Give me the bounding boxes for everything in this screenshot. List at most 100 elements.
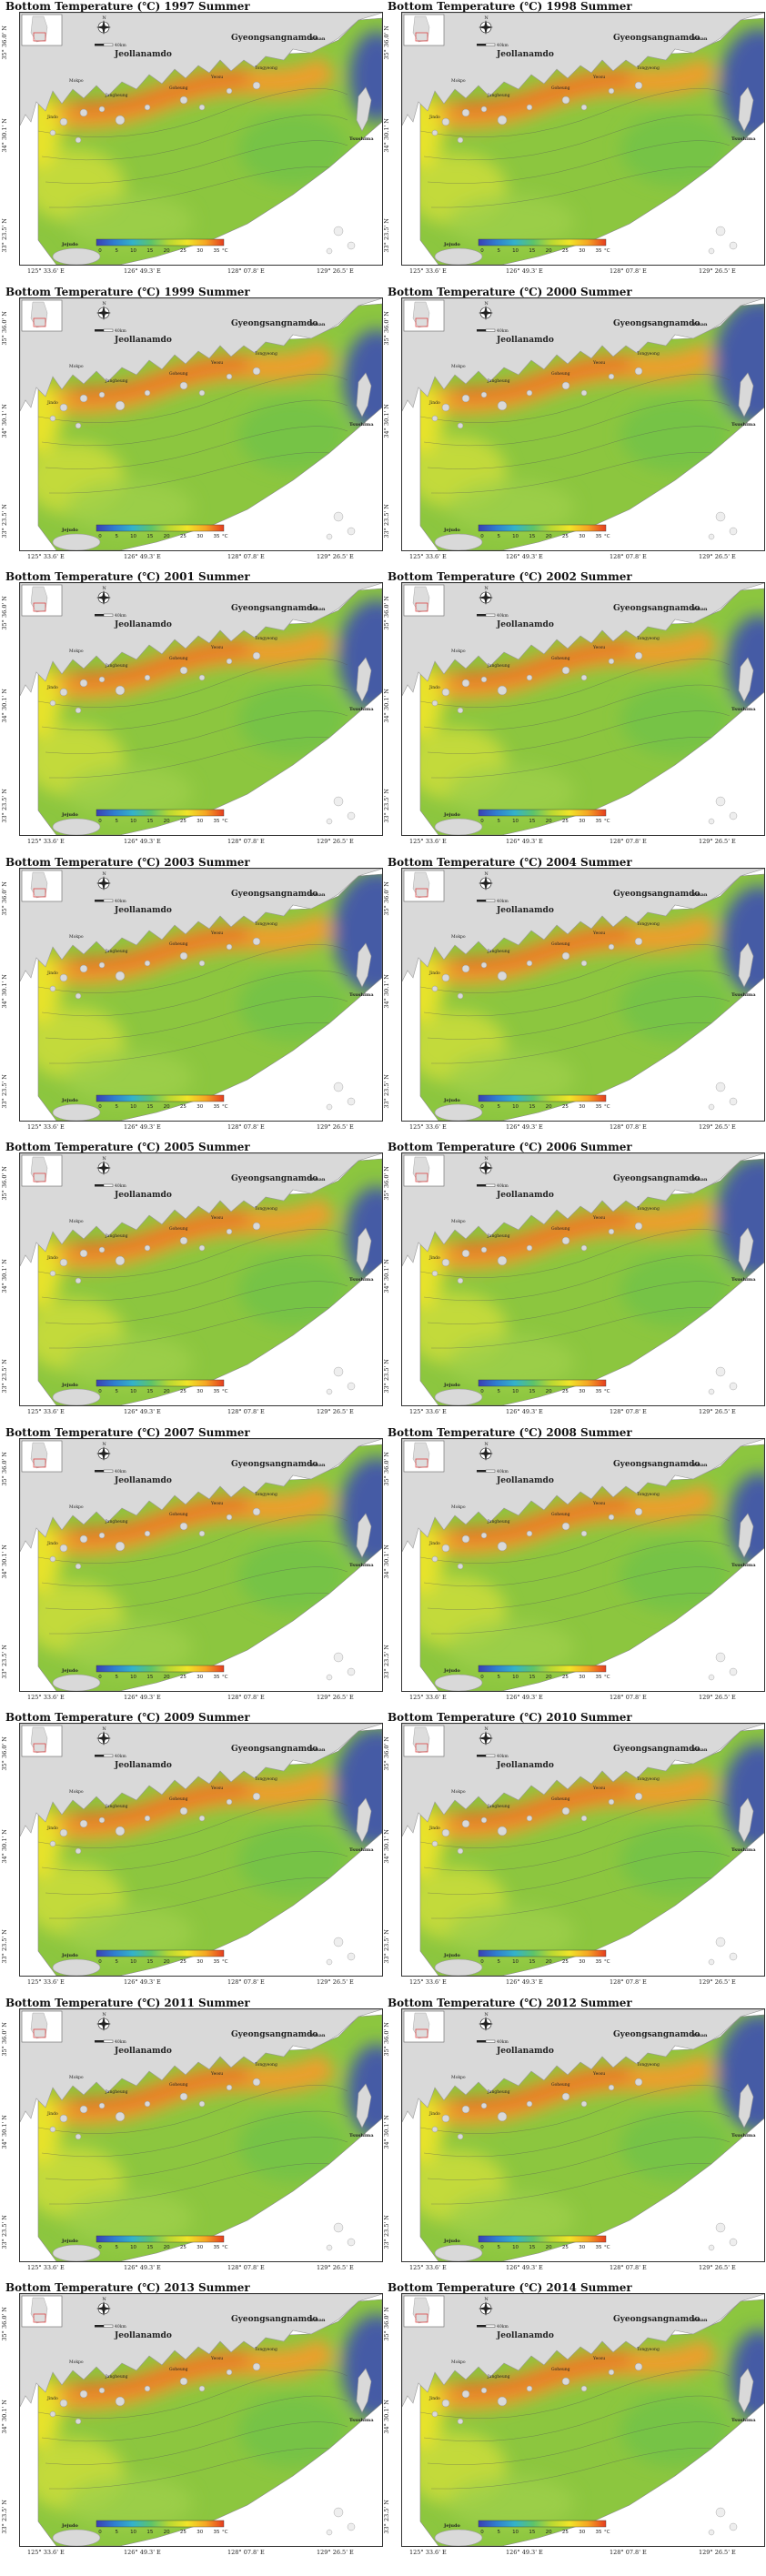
longitude-label-1: 125° 33.6' E — [27, 267, 65, 275]
inset-map — [21, 299, 63, 331]
latitude-label-north: 35° 36.0' N — [1, 1736, 8, 1771]
colorbar-tick: 5 — [498, 534, 501, 539]
place-label: Jindo — [46, 1255, 58, 1261]
longitude-label-3: 128° 07.8' E — [227, 1693, 265, 1701]
place-label: Tongyeong — [255, 636, 277, 641]
colorbar-tick: 25 — [562, 1389, 569, 1394]
latitude-label-south: 33° 23.5' N — [383, 1073, 390, 1109]
colorbar-tick: 10 — [130, 2245, 136, 2250]
place-label: Gyeongsangnamdo — [613, 2315, 700, 2324]
longitude-label-3: 128° 07.8' E — [610, 838, 647, 845]
longitude-label-4: 129° 26.5' E — [699, 267, 736, 275]
longitude-label-4: 129° 26.5' E — [699, 552, 736, 560]
scale-bar: 40km — [95, 328, 126, 334]
compass-icon: N — [479, 2297, 493, 2316]
place-label: Jangheung — [487, 1519, 510, 1524]
place-label: Jindo — [46, 1541, 58, 1546]
temperature-map: N 40km Gyeongsangnamdo Jeollanamdo Busan Tsus… — [402, 1153, 764, 1405]
panel-title: Bottom Temperature (℃) 2006 Summer — [388, 1141, 632, 1153]
place-label: Goheung — [551, 371, 570, 377]
land-mass — [20, 1153, 382, 1405]
longitude-label-3: 128° 07.8' E — [610, 2549, 647, 2556]
place-label: Jejudo — [61, 2239, 78, 2244]
colorbar-tick: 15 — [146, 2245, 153, 2250]
place-label: Busan — [691, 2033, 708, 2038]
compass-icon: N — [479, 301, 493, 320]
place-label: Mokpo — [451, 1789, 466, 1795]
longitude-label-4: 129° 26.5' E — [317, 1122, 354, 1131]
svg-text:40km: 40km — [497, 613, 509, 619]
latitude-label-south: 33° 23.5' N — [1, 1073, 8, 1109]
place-label: Goheung — [169, 86, 188, 91]
colorbar-tick: 10 — [512, 819, 519, 824]
place-label: Yeosu — [592, 645, 605, 650]
temperature-map: N 40km Gyeongsangnamdo Jeollanamdo Busan Tsus… — [402, 1724, 764, 1976]
place-label: Jindo — [428, 1826, 440, 1831]
place-label: Gyeongsangnamdo — [231, 2315, 317, 2324]
colorbar-tick: 15 — [529, 248, 535, 254]
place-label: Jindo — [428, 685, 440, 690]
colorbar-tick: 25 — [562, 248, 569, 254]
place-label: Jangheung — [487, 2089, 510, 2095]
place-label: Tsushima — [731, 1277, 756, 1283]
longitude-label-3: 128° 07.8' E — [227, 2549, 265, 2556]
place-label: Jejudo — [443, 1098, 460, 1103]
place-label: Mokpo — [69, 364, 84, 369]
longitude-label-1: 125° 33.6' E — [409, 267, 447, 275]
compass-icon: N — [96, 871, 111, 891]
longitude-label-4: 129° 26.5' E — [699, 1693, 736, 1701]
map-frame: N 40km Gyeongsangnamdo Jeollanamdo Busan Tsus… — [401, 2293, 765, 2547]
panel-title: Bottom Temperature (℃) 2003 Summer — [5, 855, 250, 869]
place-label: Jeollanamdo — [496, 1761, 554, 1770]
colorbar-tick: 5 — [116, 1389, 119, 1394]
place-label: Gyeongsangnamdo — [613, 604, 700, 613]
colorbar-unit: °C — [604, 2245, 610, 2250]
inset-map — [21, 2010, 63, 2042]
latitude-label-north: 35° 36.0' N — [383, 1736, 390, 1771]
colorbar: 0 5 10 15 20 25 30 35 °C — [96, 809, 228, 824]
colorbar-tick: 30 — [579, 248, 585, 254]
scale-bar: 40km — [477, 613, 509, 619]
place-label: Jindo — [428, 400, 440, 406]
colorbar-tick: 15 — [146, 819, 153, 824]
place-label: Jejudo — [443, 2523, 460, 2529]
place-label: Gyeongsangnamdo — [231, 2030, 317, 2039]
place-label: Goheung — [169, 656, 188, 661]
colorbar-tick: 10 — [130, 1104, 136, 1110]
place-label: Goheung — [551, 1512, 570, 1517]
place-label: Jindo — [46, 115, 58, 120]
colorbar-tick: 35 — [214, 2530, 220, 2535]
svg-text:40km: 40km — [497, 1183, 509, 1189]
colorbar-tick: 25 — [180, 248, 186, 254]
place-label: Jeollanamdo — [496, 2047, 554, 2056]
place-label: Jangheung — [105, 949, 128, 954]
colorbar-tick: 0 — [98, 248, 102, 254]
colorbar-tick: 0 — [480, 534, 484, 539]
compass-icon: N — [479, 15, 493, 35]
panel-title: Bottom Temperature (℃) 2012 Summer — [388, 1996, 632, 2009]
temperature-map: N 40km Gyeongsangnamdo Jeollanamdo Busan Tsus… — [402, 13, 764, 265]
place-label: Goheung — [169, 1226, 188, 1232]
colorbar-tick: 10 — [130, 534, 136, 539]
colorbar-tick: 15 — [146, 2530, 153, 2535]
place-label: Busan — [309, 322, 326, 327]
compass-icon: N — [479, 1156, 493, 1175]
place-label: Jeollanamdo — [114, 1476, 172, 1485]
scale-bar: 40km — [95, 1754, 126, 1759]
latitude-label-mid: 34° 30.1' N — [383, 2400, 390, 2434]
colorbar-tick: 10 — [130, 248, 136, 254]
latitude-label-mid: 34° 30.1' N — [383, 118, 390, 153]
place-label: Tsushima — [731, 1563, 756, 1568]
colorbar-tick: 35 — [214, 248, 220, 254]
map-panel-1999: Bottom Temperature (℃) 1999 Summer N 40km… — [1, 286, 386, 571]
compass-icon: N — [479, 1726, 493, 1746]
colorbar: 0 5 10 15 20 25 30 35 °C — [96, 1665, 228, 1680]
place-label: Jangheung — [105, 1519, 128, 1524]
svg-text:N: N — [484, 2297, 489, 2302]
latitude-label-mid: 34° 30.1' N — [1, 1544, 8, 1579]
jeju-island — [434, 818, 483, 835]
colorbar-unit: °C — [604, 1389, 610, 1394]
colorbar: 0 5 10 15 20 25 30 35 °C — [96, 2235, 228, 2250]
latitude-label-south: 33° 23.5' N — [1, 1359, 8, 1394]
tsushima-island — [738, 2368, 754, 2413]
